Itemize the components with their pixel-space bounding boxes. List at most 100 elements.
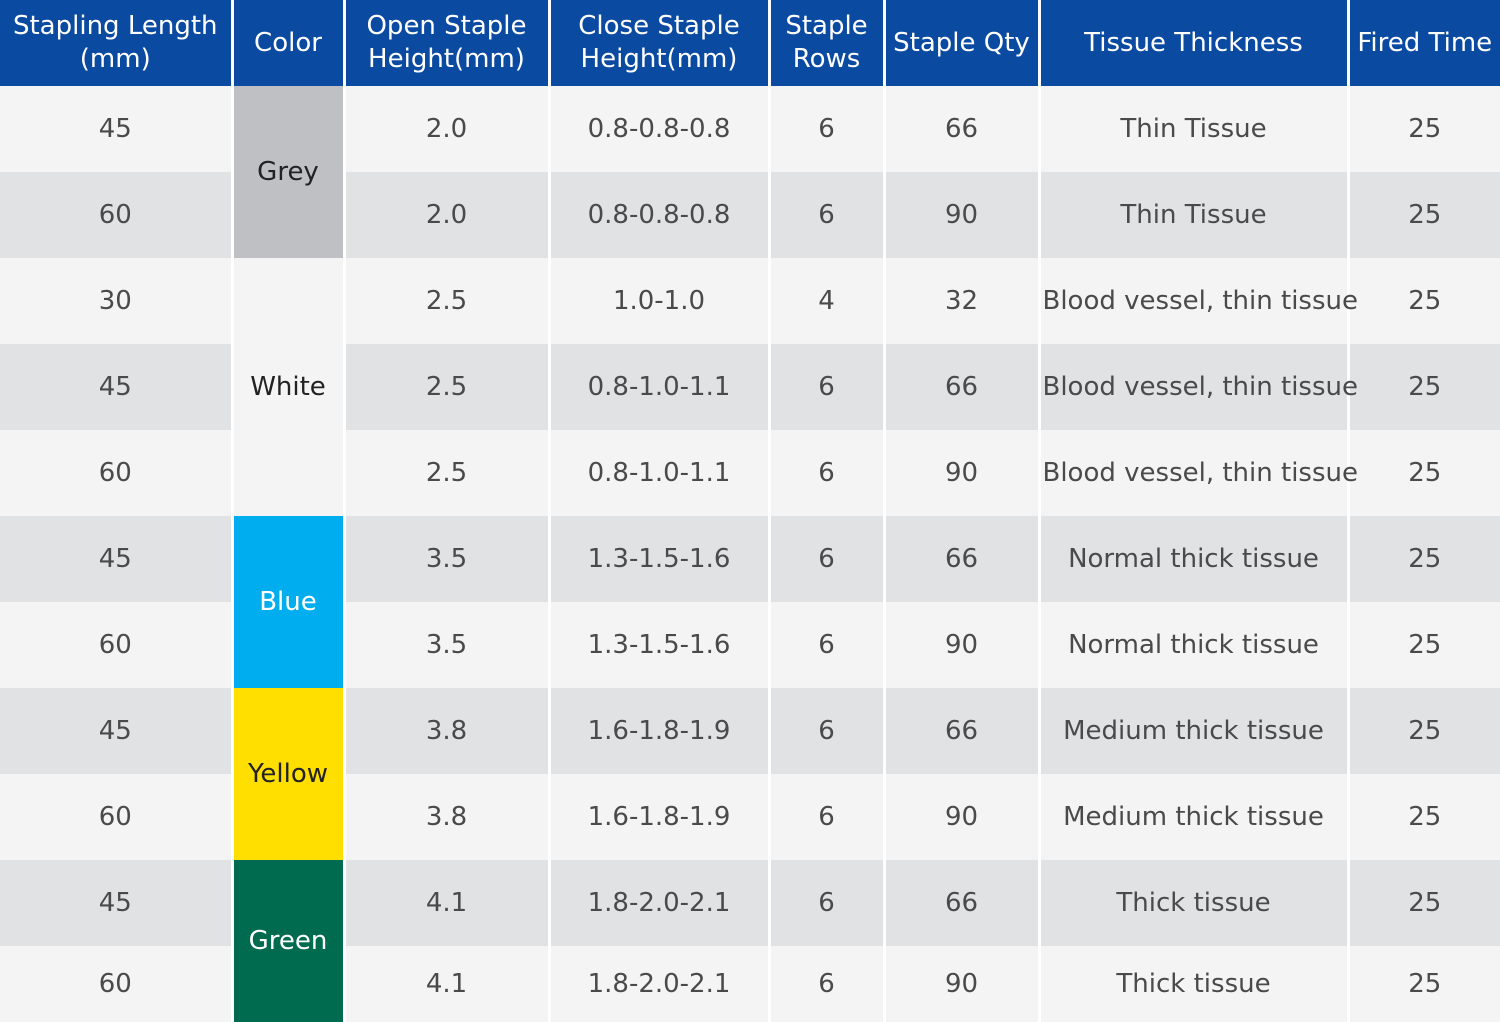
cell-close-staple-height: 1.6-1.8-1.9	[549, 688, 771, 774]
cell-fired-time: 25	[1348, 258, 1500, 344]
cell-close-staple-height: 0.8-0.8-0.8	[549, 172, 771, 258]
cell-close-staple-height: 0.8-1.0-1.1	[549, 430, 771, 516]
cell-close-staple-height: 0.8-0.8-0.8	[549, 86, 771, 172]
cell-open-staple-height: 3.5	[344, 516, 551, 602]
table-body: 45 Grey 2.0 0.8-0.8-0.8 6 66 Thin Tissue 25 60 2.…	[0, 86, 1500, 1022]
cell-tissue-thickness: Normal thick tissue	[1039, 516, 1350, 602]
cell-close-staple-height: 1.6-1.8-1.9	[549, 774, 771, 860]
table-row: 30 White 2.5 1.0-1.0 4 32 Blood vessel, thin t…	[0, 258, 1500, 516]
cell-stapling-length: 60	[0, 946, 234, 1022]
cell-staple-rows: 6	[769, 172, 886, 258]
cell-staple-qty: 66	[884, 86, 1041, 172]
color-swatch-green: Green	[232, 860, 346, 1022]
cell-tissue-thickness: Blood vessel, thin tissue	[1039, 430, 1358, 516]
cell-staple-qty: 66	[884, 344, 1041, 430]
cell-close-staple-height: 1.3-1.5-1.6	[549, 516, 771, 602]
header-tissue-thickness: Tissue Thickness	[1039, 0, 1350, 86]
cell-open-staple-height: 4.1	[344, 946, 551, 1022]
cell-open-staple-height: 2.5	[344, 430, 551, 516]
table-row: 60 3.8 1.6-1.8-1.9 6 90 Medium thick tissue 25	[0, 774, 1500, 860]
cell-close-staple-height: 1.3-1.5-1.6	[549, 602, 771, 688]
cell-fired-time: 25	[1348, 774, 1500, 860]
table-row: 45 Yellow 3.8 1.6-1.8-1.9 6 66 Medium thick ti…	[0, 688, 1500, 860]
cell-staple-qty: 90	[884, 946, 1041, 1022]
cell-stapling-length: 45	[0, 516, 234, 602]
cell-staple-qty: 32	[884, 258, 1041, 344]
header-close-staple-height: Close Staple Height(mm)	[549, 0, 771, 86]
cell-close-staple-height: 1.0-1.0	[549, 258, 771, 344]
color-swatch-yellow: Yellow	[232, 688, 346, 860]
cell-tissue-thickness: Thick tissue	[1039, 946, 1350, 1022]
cell-staple-rows: 6	[769, 344, 886, 430]
cell-fired-time: 25	[1348, 688, 1500, 774]
header-stapling-length: Stapling Length (mm)	[0, 0, 234, 86]
cell-fired-time: 25	[1348, 946, 1500, 1022]
cell-staple-qty: 90	[884, 172, 1041, 258]
cell-stapling-length: 45	[0, 688, 234, 774]
header-staple-qty: Staple Qty	[884, 0, 1041, 86]
header-fired-time: Fired Time	[1348, 0, 1500, 86]
cell-staple-rows: 6	[769, 860, 886, 946]
cell-staple-rows: 6	[769, 946, 886, 1022]
cell-staple-rows: 6	[769, 430, 886, 516]
cell-staple-qty: 66	[884, 860, 1041, 946]
table-row: 60 3.5 1.3-1.5-1.6 6 90 Normal thick tissue 25	[0, 602, 1500, 688]
cell-staple-rows: 6	[769, 86, 886, 172]
cell-fired-time: 25	[1348, 86, 1500, 172]
cell-fired-time: 25	[1348, 430, 1500, 516]
cell-open-staple-height: 2.5	[344, 258, 551, 344]
header-row: Stapling Length (mm) Color Open Staple Hei…	[0, 0, 1500, 86]
cell-staple-qty: 90	[884, 430, 1041, 516]
header-color: Color	[232, 0, 346, 86]
cell-staple-rows: 6	[769, 516, 886, 602]
color-swatch-blue: Blue	[232, 516, 346, 688]
header-open-staple-height: Open Staple Height(mm)	[344, 0, 551, 86]
cell-staple-qty: 66	[884, 688, 1041, 774]
cell-stapling-length: 60	[0, 430, 234, 516]
cell-tissue-thickness: Blood vessel, thin tissue	[1039, 344, 1358, 430]
cell-stapling-length: 30	[0, 258, 234, 344]
cell-tissue-thickness: Thin Tissue	[1039, 86, 1350, 172]
table-row: 60 2.0 0.8-0.8-0.8 6 90 Thin Tissue 25	[0, 172, 1500, 258]
table-row: 60 2.5 0.8-1.0-1.1 6 90 Blood vessel, thin ti…	[0, 430, 1500, 516]
cell-tissue-thickness: Medium thick tissue	[1039, 774, 1350, 860]
cell-stapling-length: 60	[0, 602, 234, 688]
cell-fired-time: 25	[1348, 516, 1500, 602]
cell-fired-time: 25	[1348, 344, 1500, 430]
cell-open-staple-height: 2.0	[344, 86, 551, 172]
cell-stapling-length: 60	[0, 172, 234, 258]
cell-tissue-thickness: Thin Tissue	[1039, 172, 1350, 258]
cell-tissue-thickness: Medium thick tissue	[1039, 688, 1350, 774]
table-row: 45 Green 4.1 1.8-2.0-2.1 6 66 Thick tissue 25	[0, 860, 1500, 1022]
cell-open-staple-height: 4.1	[344, 860, 551, 946]
cell-open-staple-height: 3.8	[344, 688, 551, 774]
cell-staple-qty: 90	[884, 602, 1041, 688]
cell-staple-qty: 90	[884, 774, 1041, 860]
cell-close-staple-height: 1.8-2.0-2.1	[549, 946, 771, 1022]
cell-tissue-thickness: Blood vessel, thin tissue	[1039, 258, 1358, 344]
cell-staple-rows: 6	[769, 774, 886, 860]
table-row: 45 Blue 3.5 1.3-1.5-1.6 6 66 Normal thick tiss…	[0, 516, 1500, 688]
cell-stapling-length: 45	[0, 86, 234, 172]
cell-open-staple-height: 2.5	[344, 344, 551, 430]
cell-close-staple-height: 1.8-2.0-2.1	[549, 860, 771, 946]
cell-open-staple-height: 2.0	[344, 172, 551, 258]
color-swatch-white: White	[232, 258, 346, 516]
cell-fired-time: 25	[1348, 860, 1500, 946]
cell-staple-qty: 66	[884, 516, 1041, 602]
cell-staple-rows: 6	[769, 602, 886, 688]
cell-stapling-length: 45	[0, 344, 234, 430]
table-row: 60 4.1 1.8-2.0-2.1 6 90 Thick tissue 25	[0, 946, 1500, 1022]
cell-staple-rows: 6	[769, 688, 886, 774]
cell-tissue-thickness: Normal thick tissue	[1039, 602, 1350, 688]
header-staple-rows: Staple Rows	[769, 0, 886, 86]
cell-fired-time: 25	[1348, 602, 1500, 688]
cell-open-staple-height: 3.5	[344, 602, 551, 688]
cell-open-staple-height: 3.8	[344, 774, 551, 860]
cell-stapling-length: 60	[0, 774, 234, 860]
table-row: 45 2.5 0.8-1.0-1.1 6 66 Blood vessel, thin ti…	[0, 344, 1500, 430]
cell-fired-time: 25	[1348, 172, 1500, 258]
color-swatch-grey: Grey	[232, 86, 346, 258]
cell-staple-rows: 4	[769, 258, 886, 344]
